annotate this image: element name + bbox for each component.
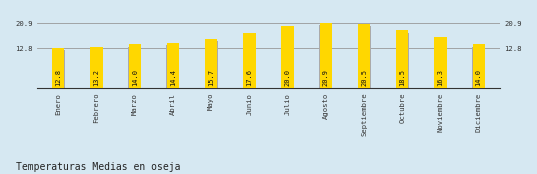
Text: 14.0: 14.0 bbox=[132, 69, 138, 86]
Text: 15.7: 15.7 bbox=[208, 69, 214, 86]
Bar bbox=[90, 49, 103, 88]
Bar bbox=[52, 50, 65, 88]
Text: 14.0: 14.0 bbox=[476, 69, 482, 86]
Text: 16.3: 16.3 bbox=[438, 69, 444, 86]
Bar bbox=[52, 48, 64, 88]
Text: 13.2: 13.2 bbox=[93, 69, 99, 86]
Text: 17.6: 17.6 bbox=[246, 69, 252, 86]
Bar bbox=[167, 43, 179, 88]
Bar bbox=[396, 30, 408, 88]
Bar bbox=[243, 33, 256, 88]
Text: 20.0: 20.0 bbox=[285, 69, 291, 86]
Bar bbox=[281, 26, 294, 88]
Bar bbox=[129, 44, 141, 88]
Text: 20.9: 20.9 bbox=[323, 69, 329, 86]
Bar bbox=[281, 28, 294, 88]
Bar bbox=[320, 25, 332, 88]
Bar bbox=[396, 33, 409, 88]
Bar bbox=[472, 47, 485, 88]
Bar bbox=[434, 37, 447, 88]
Text: 14.4: 14.4 bbox=[170, 69, 176, 86]
Bar bbox=[205, 39, 217, 88]
Text: 12.8: 12.8 bbox=[55, 69, 61, 86]
Text: 20.5: 20.5 bbox=[361, 69, 367, 86]
Bar bbox=[434, 39, 447, 88]
Text: 18.5: 18.5 bbox=[399, 69, 405, 86]
Bar bbox=[205, 41, 217, 88]
Bar bbox=[166, 45, 179, 88]
Bar bbox=[90, 47, 103, 88]
Bar bbox=[243, 35, 256, 88]
Bar bbox=[128, 47, 141, 88]
Bar bbox=[473, 44, 485, 88]
Bar bbox=[358, 26, 371, 88]
Bar bbox=[320, 23, 332, 88]
Bar bbox=[358, 24, 370, 88]
Text: Temperaturas Medias en oseja: Temperaturas Medias en oseja bbox=[16, 162, 180, 172]
